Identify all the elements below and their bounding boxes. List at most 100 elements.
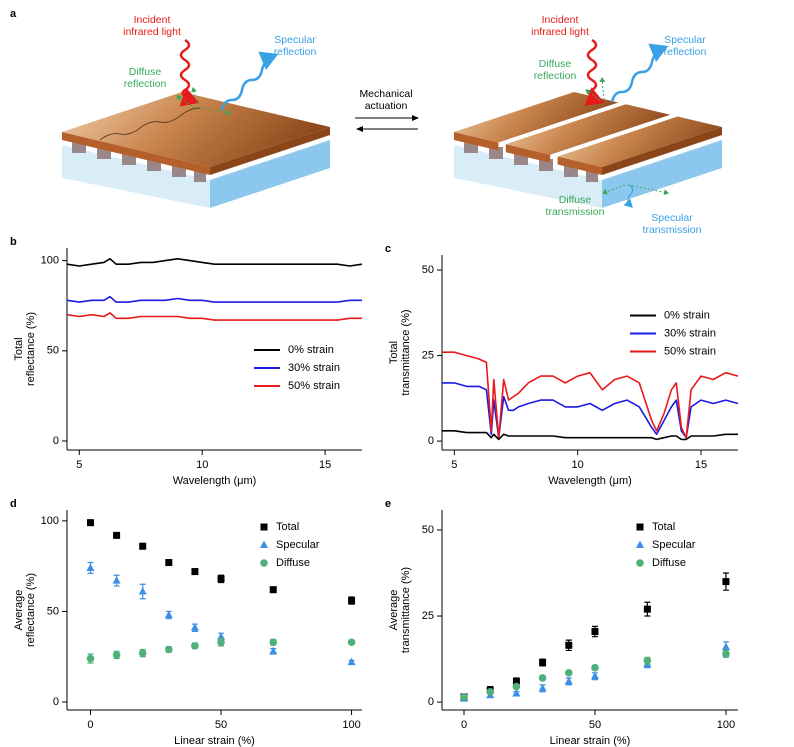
legend-label: 30% strain bbox=[288, 362, 340, 374]
x-tick-label: 10 bbox=[196, 459, 208, 471]
y-tick-label: 0 bbox=[53, 696, 59, 708]
legend-swatch bbox=[260, 523, 268, 531]
marker bbox=[113, 531, 121, 539]
panel-label: b bbox=[10, 236, 17, 248]
marker bbox=[512, 682, 521, 691]
marker bbox=[164, 610, 173, 619]
label: Diffuse transmission bbox=[546, 194, 605, 218]
legend-swatch bbox=[636, 540, 644, 548]
x-tick-label: 5 bbox=[451, 459, 457, 471]
marker bbox=[86, 654, 95, 663]
marker bbox=[591, 628, 599, 636]
legend-swatch bbox=[260, 559, 268, 567]
y-axis-label: reflectance (%) bbox=[25, 573, 37, 647]
marker bbox=[191, 642, 199, 650]
label: Mechanical actuation bbox=[359, 88, 412, 112]
marker bbox=[165, 559, 173, 567]
marker bbox=[721, 642, 730, 651]
legend-label: 50% strain bbox=[664, 345, 716, 357]
x-tick-label: 50 bbox=[589, 719, 601, 731]
legend-label: 0% strain bbox=[288, 344, 334, 356]
marker bbox=[165, 645, 173, 654]
y-tick-label: 100 bbox=[41, 255, 59, 267]
marker bbox=[348, 597, 356, 605]
marker bbox=[269, 586, 277, 594]
label: Incident infrared light bbox=[123, 14, 181, 38]
marker bbox=[512, 688, 521, 697]
legend-label: 50% strain bbox=[288, 380, 340, 392]
label: Specular transmission bbox=[643, 212, 702, 236]
legend-label: Diffuse bbox=[276, 557, 310, 569]
panel-label: d bbox=[10, 498, 17, 510]
marker bbox=[591, 663, 599, 672]
label: Diffuse reflection bbox=[534, 58, 577, 82]
x-tick-label: 50 bbox=[215, 719, 227, 731]
y-tick-label: 0 bbox=[428, 696, 434, 708]
y-tick-label: 0 bbox=[53, 435, 59, 447]
marker bbox=[139, 542, 147, 550]
marker bbox=[86, 519, 94, 527]
legend-swatch bbox=[636, 559, 644, 567]
x-axis-label: Linear strain (%) bbox=[550, 735, 631, 747]
y-axis-label: Average bbox=[13, 590, 25, 631]
legend-label: Specular bbox=[652, 539, 696, 551]
x-tick-label: 15 bbox=[319, 459, 331, 471]
y-tick-label: 0 bbox=[428, 435, 434, 447]
marker bbox=[722, 650, 730, 658]
marker bbox=[460, 693, 468, 701]
panel-label: a bbox=[10, 8, 17, 20]
legend-label: Diffuse bbox=[652, 557, 686, 569]
marker bbox=[269, 638, 278, 647]
panel-label: e bbox=[385, 498, 391, 510]
y-axis-label: Total bbox=[388, 341, 400, 364]
marker bbox=[486, 687, 494, 696]
y-tick-label: 100 bbox=[41, 515, 59, 527]
label: Specular reflection bbox=[664, 34, 707, 58]
right-device bbox=[454, 38, 722, 208]
marker bbox=[565, 641, 573, 649]
legend-swatch bbox=[260, 540, 268, 548]
marker bbox=[347, 657, 356, 666]
marker bbox=[643, 605, 651, 613]
x-tick-label: 5 bbox=[76, 459, 82, 471]
marker bbox=[217, 575, 225, 583]
line bbox=[442, 382, 739, 439]
y-tick-label: 25 bbox=[422, 610, 434, 622]
panel-label: c bbox=[385, 243, 391, 255]
marker bbox=[217, 632, 226, 640]
marker bbox=[564, 669, 573, 677]
marker bbox=[217, 638, 225, 647]
x-axis-label: Wavelength (μm) bbox=[173, 475, 257, 487]
marker bbox=[539, 658, 547, 666]
y-tick-label: 50 bbox=[47, 605, 59, 617]
x-tick-label: 100 bbox=[342, 719, 360, 731]
legend-swatch bbox=[636, 523, 644, 531]
marker bbox=[538, 683, 547, 692]
marker bbox=[722, 578, 730, 586]
x-tick-label: 100 bbox=[717, 719, 735, 731]
marker bbox=[643, 656, 652, 665]
line bbox=[442, 430, 738, 441]
marker bbox=[112, 576, 121, 584]
legend-label: Total bbox=[276, 521, 299, 533]
y-axis-label: transmittance (%) bbox=[400, 567, 412, 653]
marker bbox=[112, 651, 121, 659]
y-axis-label: Total bbox=[13, 337, 25, 360]
y-tick-label: 50 bbox=[47, 345, 59, 357]
label: Incident infrared light bbox=[531, 14, 589, 38]
marker bbox=[564, 676, 573, 685]
label: Diffuse reflection bbox=[124, 66, 167, 90]
marker bbox=[347, 638, 356, 647]
x-tick-label: 10 bbox=[572, 459, 584, 471]
line bbox=[66, 312, 362, 321]
marker bbox=[590, 671, 599, 680]
marker bbox=[138, 587, 147, 595]
marker bbox=[269, 646, 278, 655]
y-axis-label: transmittance (%) bbox=[400, 309, 412, 395]
x-tick-label: 15 bbox=[695, 459, 707, 471]
legend-label: 0% strain bbox=[664, 309, 710, 321]
marker bbox=[538, 674, 547, 682]
marker bbox=[190, 623, 199, 631]
x-tick-label: 0 bbox=[87, 719, 93, 731]
